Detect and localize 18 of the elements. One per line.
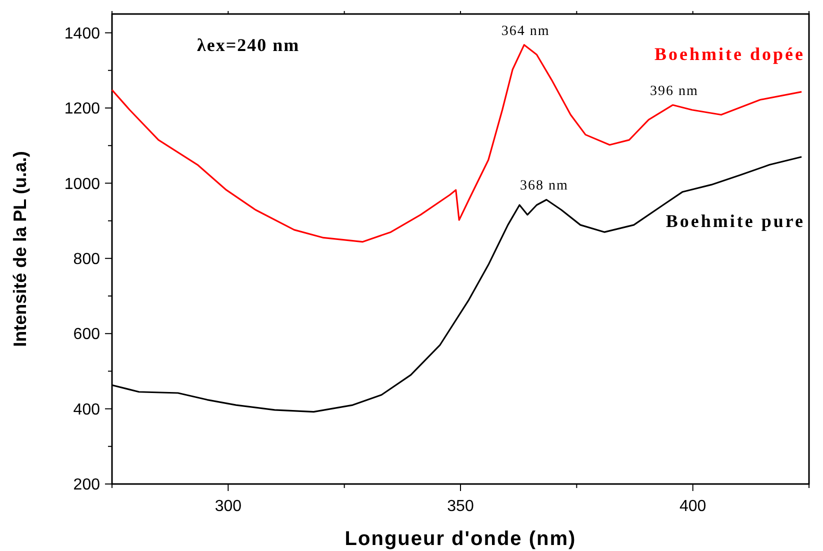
series-label: Boehmite dopée [654,44,805,64]
x-tick-label: 400 [679,498,706,515]
annotation: 368 nm [520,178,568,194]
series-label: Boehmite pure [666,210,805,231]
x-axis-title: Longueur d'onde (nm) [344,528,576,550]
x-tick-label: 300 [214,498,242,515]
annotation: λex=240 nm [197,35,300,55]
annotation: 364 nm [501,24,550,39]
y-tick-label: 1400 [64,25,100,42]
y-tick-label: 1200 [64,100,100,118]
x-tick-label: 350 [447,498,474,515]
y-tick-label: 800 [73,251,100,268]
y-tick-label: 1000 [64,176,100,193]
y-tick-label: 200 [73,476,100,494]
y-tick-label: 400 [73,401,100,418]
y-tick-label: 600 [73,326,100,344]
y-axis-title: Intensité de la PL (u.a.) [10,151,30,347]
annotation: 396 nm [650,84,698,99]
